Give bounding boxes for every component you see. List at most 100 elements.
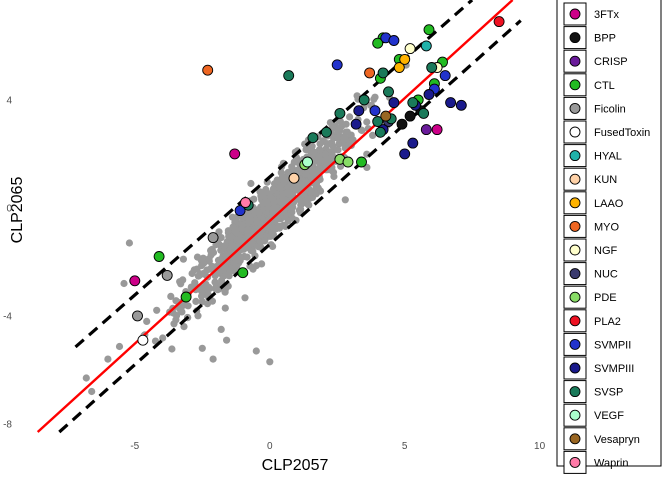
background-point xyxy=(125,239,133,247)
background-point xyxy=(179,255,187,263)
background-point xyxy=(270,186,278,194)
point-ficolin xyxy=(132,310,143,322)
point-svsp xyxy=(320,126,332,138)
point-ctl xyxy=(356,156,367,168)
x-tick-label: 10 xyxy=(534,441,546,452)
point-kun xyxy=(288,172,300,184)
background-point xyxy=(343,128,351,136)
background-point xyxy=(187,283,195,291)
background-point xyxy=(334,146,342,154)
point-svsp xyxy=(383,86,394,98)
legend-item-nuc: NUC xyxy=(563,262,618,286)
legend-marker xyxy=(569,8,581,20)
background-point xyxy=(82,374,90,382)
background-point xyxy=(235,236,243,244)
point-vesapryn xyxy=(380,110,392,122)
background-point xyxy=(173,311,181,320)
background-point xyxy=(229,223,237,231)
legend-label: SVSP xyxy=(594,387,623,399)
point-svmpiii xyxy=(388,97,400,109)
y-tick-label: -4 xyxy=(3,311,12,322)
background-point xyxy=(301,197,309,206)
background-point xyxy=(247,179,255,188)
legend-item-myo: MYO xyxy=(563,214,620,238)
legend-marker xyxy=(569,409,581,421)
background-point xyxy=(197,270,205,278)
background-point xyxy=(323,155,331,163)
background-point xyxy=(254,243,262,251)
background-point xyxy=(215,228,223,236)
legend-item-vegf: VEGF xyxy=(563,403,624,427)
background-point xyxy=(232,229,240,237)
background-point xyxy=(276,222,284,230)
legend-item-svsp: SVSP xyxy=(563,380,623,404)
point-svmpii xyxy=(439,70,451,82)
background-point xyxy=(223,336,231,344)
background-point xyxy=(245,217,253,226)
background-point xyxy=(227,233,235,241)
legend-label: KUN xyxy=(594,174,617,186)
background-point xyxy=(310,149,318,157)
background-point xyxy=(104,355,112,363)
background-point xyxy=(340,135,348,143)
point-pde xyxy=(342,156,354,168)
legend-label: Vesapryn xyxy=(594,434,640,446)
legend: 3FTx BPP CRISP CTL Ficolin FusedToxin HYAL KUN L… xyxy=(556,0,662,474)
point-ficolin xyxy=(161,269,173,281)
axes-layer: CLP2057 CLP2065 -5 0 5 10 -8 -4 0 4 xyxy=(3,95,546,474)
background-point xyxy=(202,280,210,288)
legend-label: 3FTx xyxy=(594,9,620,21)
y-tick-label: 4 xyxy=(6,95,12,106)
background-point xyxy=(211,278,219,286)
legend-marker xyxy=(569,126,581,138)
background-point xyxy=(279,190,287,198)
x-axis-title: CLP2057 xyxy=(262,457,329,474)
background-point xyxy=(280,177,288,186)
legend-marker xyxy=(569,32,581,44)
background-point xyxy=(241,294,249,302)
background-point xyxy=(274,215,282,223)
background-point xyxy=(209,355,217,363)
series-points-layer xyxy=(129,16,505,346)
legend-marker xyxy=(569,268,581,280)
point-ctl xyxy=(372,37,384,49)
legend-label: PDE xyxy=(594,292,617,304)
point-ctl xyxy=(180,291,192,303)
legend-item-3ftx: 3FTx xyxy=(563,2,620,26)
background-point xyxy=(262,185,270,194)
background-point xyxy=(281,196,289,204)
point-ctl xyxy=(423,24,435,36)
background-point xyxy=(193,253,202,261)
point-ngf xyxy=(404,43,416,55)
point-svmpii xyxy=(369,105,381,117)
point-svsp xyxy=(283,70,295,82)
background-point xyxy=(248,239,256,247)
legend-item-ficolin: Ficolin xyxy=(563,96,626,120)
background-point xyxy=(244,243,252,252)
legend-item-svmpiii: SVMPIII xyxy=(563,356,634,380)
legend-label: SVMPII xyxy=(594,339,631,351)
legend-label: PLA2 xyxy=(594,316,621,328)
point-svsp xyxy=(374,126,386,138)
legend-marker xyxy=(569,362,581,374)
background-point xyxy=(316,140,324,148)
point-ficolin xyxy=(207,232,219,244)
legend-label: SVMPIII xyxy=(594,363,634,375)
background-point xyxy=(172,297,180,305)
point-laao xyxy=(393,62,405,73)
background-point xyxy=(286,190,294,198)
x-tick-label: -5 xyxy=(130,441,139,452)
y-tick-label: 0 xyxy=(6,203,12,214)
legend-label: NUC xyxy=(594,269,618,281)
background-point xyxy=(184,302,192,310)
background-point xyxy=(88,387,96,396)
background-point xyxy=(328,152,336,160)
background-point xyxy=(253,217,261,225)
background-point xyxy=(330,172,338,181)
legend-label: LAAO xyxy=(594,198,624,210)
legend-marker xyxy=(569,173,581,185)
point-fusedtoxin xyxy=(137,334,149,346)
point-svsp xyxy=(377,67,389,79)
point-ctl xyxy=(153,251,165,262)
legend-label: BPP xyxy=(594,33,616,45)
